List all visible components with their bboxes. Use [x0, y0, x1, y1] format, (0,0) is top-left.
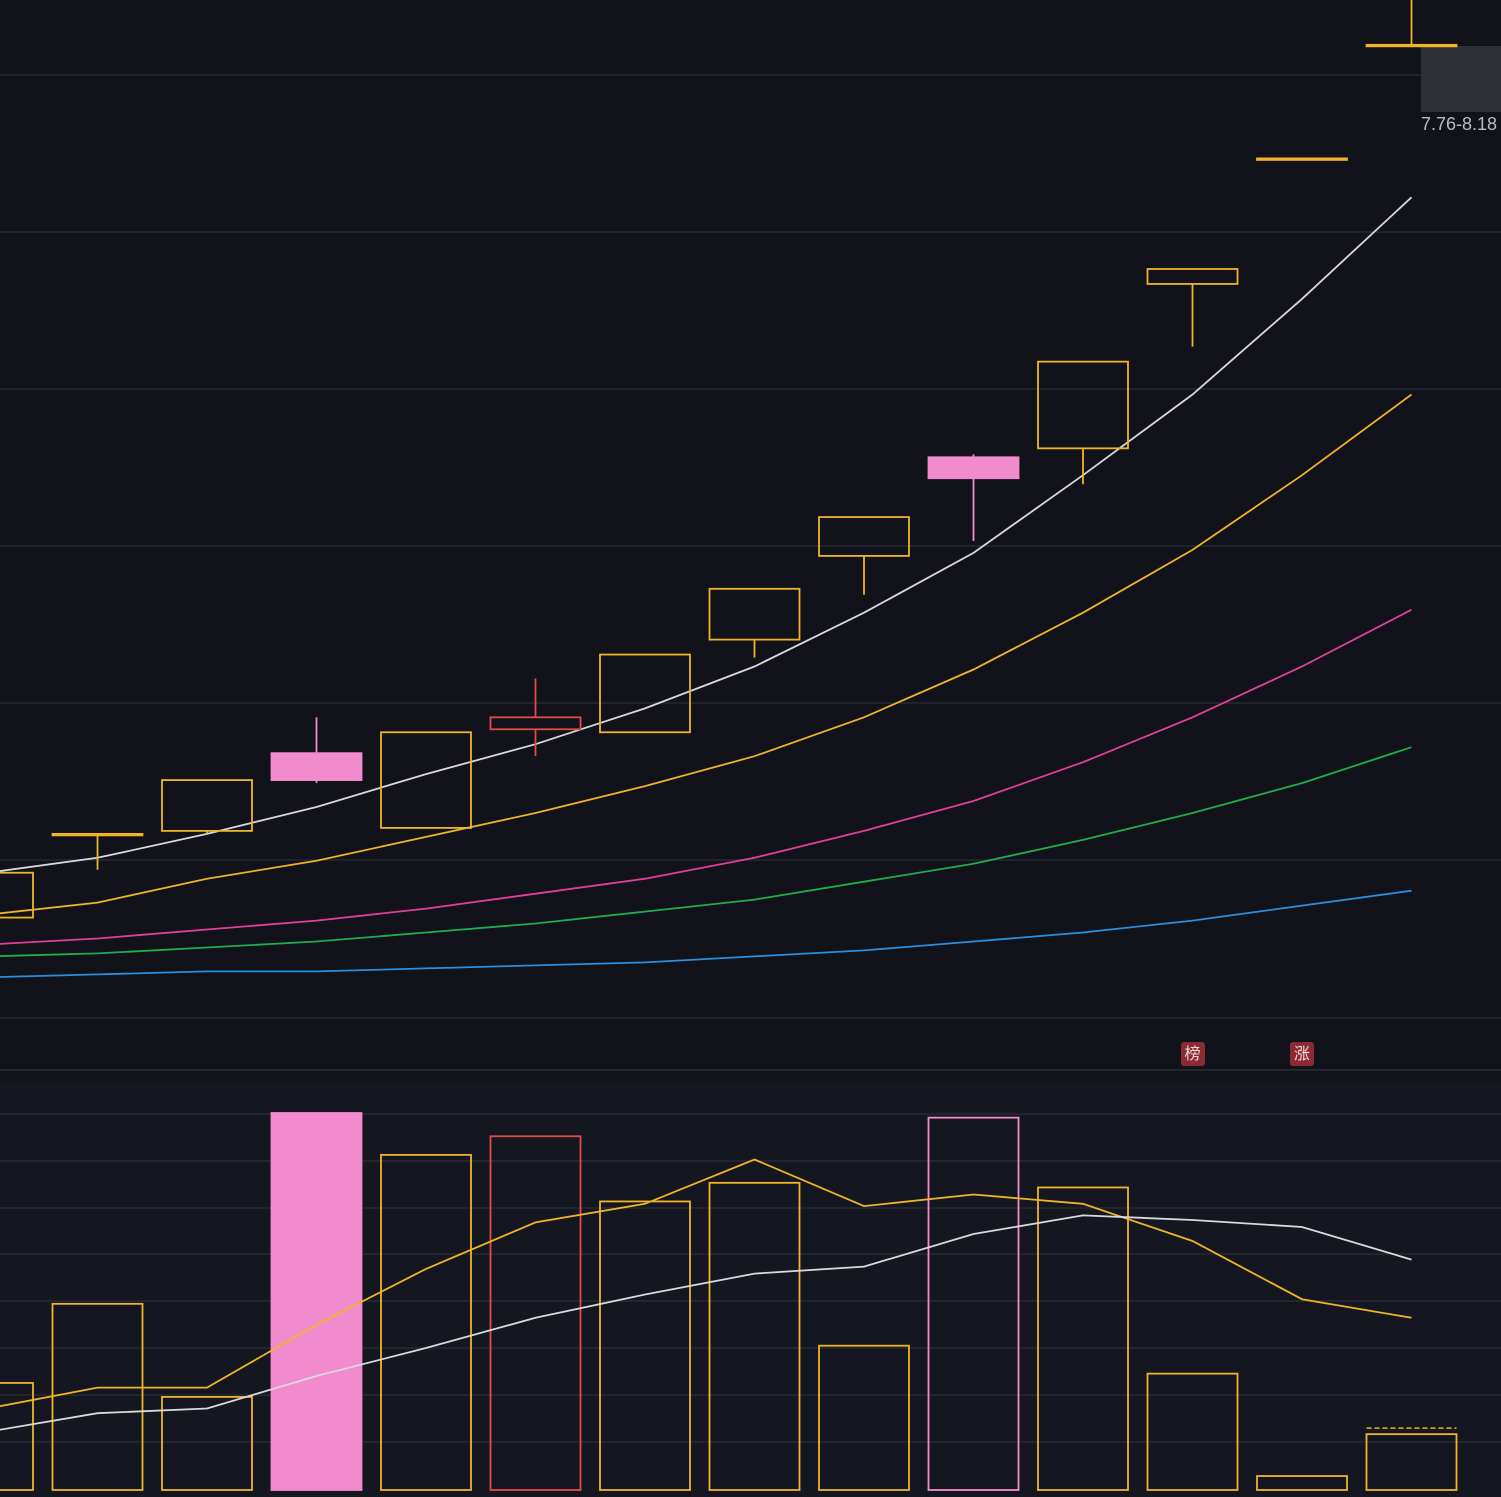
- volume-panel-bg: [0, 1081, 1501, 1497]
- candle-body-0: [0, 871, 34, 919]
- candle-body-12: [1256, 157, 1348, 161]
- volume-ma-line-0: [0, 1158, 1412, 1408]
- volume-bar-5: [489, 1135, 582, 1491]
- volume-bar-4: [380, 1153, 472, 1491]
- volume-bar-8: [818, 1344, 910, 1491]
- candle-body-5: [489, 716, 582, 731]
- candle-body-1: [51, 832, 144, 837]
- candle-body-3: [270, 752, 363, 781]
- volume-bar-11: [1146, 1372, 1239, 1491]
- candle-body-13: [1365, 43, 1458, 48]
- price-ma-line-1: [0, 393, 1413, 915]
- candle-body-10: [1037, 360, 1129, 450]
- price-range-label: 7.76-8.18: [1421, 114, 1498, 134]
- candle-body-8: [818, 516, 910, 557]
- volume-bar-12: [1256, 1475, 1348, 1491]
- price-ma-line-0: [0, 196, 1413, 872]
- volume-bar-7: [708, 1181, 801, 1491]
- volume-bar-6: [599, 1200, 691, 1491]
- candle-body-11: [1146, 268, 1239, 285]
- price-ma-line-3: [0, 746, 1412, 957]
- range-highlight-box: [1421, 46, 1501, 112]
- event-badge-0[interactable]: 榜: [1180, 1042, 1205, 1066]
- volume-ma-line-1: [0, 1214, 1412, 1431]
- volume-bar-0: [0, 1382, 34, 1491]
- event-badge-1[interactable]: 涨: [1290, 1042, 1314, 1066]
- candle-body-4: [380, 731, 472, 829]
- volume-bar-2: [161, 1396, 253, 1491]
- candle-body-9: [927, 456, 1020, 480]
- price-ma-line-4: [0, 889, 1412, 978]
- price-ma-line-2: [0, 608, 1412, 945]
- candle-body-6: [599, 653, 691, 734]
- candle-body-7: [708, 587, 801, 641]
- volume-bar-13: [1365, 1433, 1458, 1491]
- volume-bar-3: [270, 1112, 363, 1491]
- volume-bar-9: [927, 1116, 1020, 1491]
- volume-bar-10: [1037, 1186, 1129, 1491]
- candle-body-2: [161, 779, 253, 832]
